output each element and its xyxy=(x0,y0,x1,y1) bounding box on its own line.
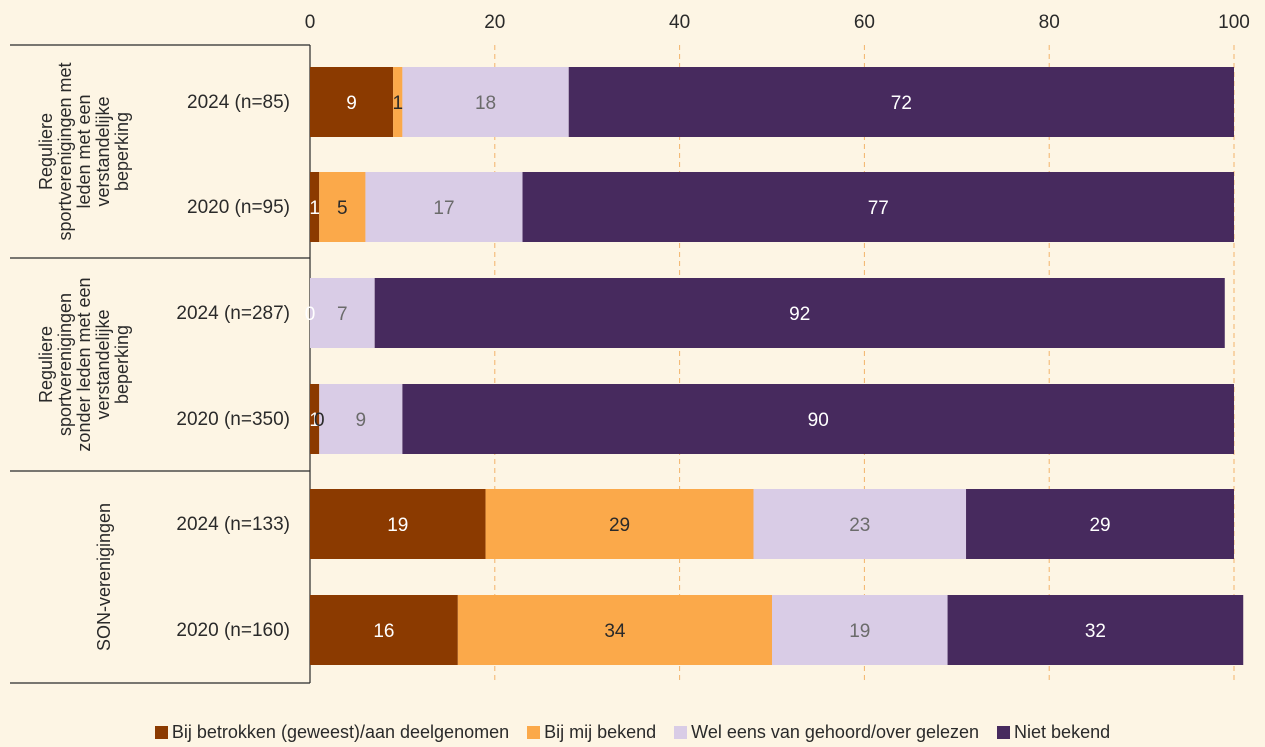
bar-segment xyxy=(457,595,772,665)
group-label-line: Reguliere xyxy=(36,113,56,190)
data-label: 7 xyxy=(337,304,348,325)
category-label: 2020 (n=95) xyxy=(187,197,290,218)
x-tick-label: 20 xyxy=(484,12,505,33)
data-label: 0 xyxy=(305,304,316,325)
bar-segment xyxy=(310,67,394,137)
data-label: 72 xyxy=(891,93,912,114)
legend-label: Bij betrokken (geweest)/aan deelgenomen xyxy=(171,722,510,742)
data-label: 77 xyxy=(868,198,889,219)
category-label: 2020 (n=350) xyxy=(176,409,290,430)
data-label: 0 xyxy=(314,410,325,431)
bar-segment xyxy=(365,172,523,242)
group-label-line: sportverenigingen xyxy=(55,293,75,436)
bar-segment xyxy=(310,595,458,665)
legend-swatch xyxy=(154,726,168,739)
bar-segment xyxy=(402,384,1234,454)
legend-item: Bij mij bekend xyxy=(527,722,656,743)
group-label-line: verstandelijke xyxy=(93,96,113,206)
legend-item: Bij betrokken (geweest)/aan deelgenomen xyxy=(154,722,510,743)
data-label: 29 xyxy=(1089,515,1110,536)
data-label: 9 xyxy=(346,93,357,114)
legend-item: Wel eens van gehoord/over gelezen xyxy=(674,722,979,743)
bar-segment xyxy=(485,489,754,559)
bar-segment xyxy=(966,489,1234,559)
data-label: 19 xyxy=(387,515,408,536)
bar-segment xyxy=(772,595,948,665)
chart-legend: Bij betrokken (geweest)/aan deelgenomen B… xyxy=(0,722,1265,743)
bar-segment xyxy=(947,595,1244,665)
group-label: SON-verenigingen xyxy=(94,503,114,651)
group-label-line: SON-verenigingen xyxy=(94,503,114,651)
legend-label: Bij mij bekend xyxy=(544,722,657,742)
data-label: 34 xyxy=(604,621,626,642)
bar-segment xyxy=(310,489,486,559)
bar-segment xyxy=(310,384,320,454)
data-label: 9 xyxy=(356,410,367,431)
legend-label: Niet bekend xyxy=(1014,722,1111,742)
bar-segment xyxy=(568,67,1234,137)
group-label-line: Reguliere xyxy=(36,326,56,403)
group-label-line: verstandelijke xyxy=(93,309,113,419)
data-label: 16 xyxy=(373,621,394,642)
bar-segment xyxy=(402,67,569,137)
data-label: 1 xyxy=(309,410,320,431)
group-label: Regulieresportverenigingenzonder leden m… xyxy=(36,277,132,451)
legend-swatch xyxy=(997,726,1011,739)
data-label: 5 xyxy=(337,198,348,219)
bars-layer xyxy=(310,67,1244,665)
x-tick-label: 40 xyxy=(669,12,690,33)
group-label: Regulieresportverenigingen metleden met … xyxy=(36,62,132,240)
category-label: 2024 (n=85) xyxy=(187,92,290,113)
x-tick-label: 80 xyxy=(1039,12,1060,33)
x-tick-label: 100 xyxy=(1218,12,1250,33)
data-label: 17 xyxy=(433,198,454,219)
data-label: 23 xyxy=(849,515,870,536)
legend-label: Wel eens van gehoord/over gelezen xyxy=(691,722,980,742)
data-label: 90 xyxy=(808,410,829,431)
x-tick-label: 0 xyxy=(305,12,316,33)
bar-segment xyxy=(319,384,403,454)
category-label: 2020 (n=160) xyxy=(176,620,290,641)
x-tick-label: 60 xyxy=(854,12,875,33)
group-label-line: zonder leden met een xyxy=(74,277,94,451)
bar-segment xyxy=(753,489,967,559)
data-label: 1 xyxy=(309,198,320,219)
data-label: 1 xyxy=(392,93,403,114)
grid-layer xyxy=(494,45,1235,683)
bar-segment xyxy=(522,172,1234,242)
data-label: 19 xyxy=(849,621,870,642)
data-label: 92 xyxy=(789,304,810,325)
group-label-line: beperking xyxy=(112,112,132,191)
data-label: 29 xyxy=(609,515,630,536)
legend-swatch xyxy=(674,726,688,739)
legend-item: Niet bekend xyxy=(997,722,1110,743)
category-label: 2024 (n=287) xyxy=(176,303,290,324)
data-label: 32 xyxy=(1085,621,1106,642)
group-label-line: beperking xyxy=(112,325,132,404)
bar-segment xyxy=(319,172,366,242)
bar-segment xyxy=(393,67,403,137)
bar-segment xyxy=(310,278,375,348)
bar-segment xyxy=(374,278,1225,348)
legend-swatch xyxy=(527,726,541,739)
group-label-line: sportverenigingen met xyxy=(55,62,75,240)
data-label: 18 xyxy=(475,93,496,114)
bar-segment xyxy=(310,172,320,242)
group-label-line: leden met een xyxy=(74,94,94,208)
category-label: 2024 (n=133) xyxy=(176,514,290,535)
